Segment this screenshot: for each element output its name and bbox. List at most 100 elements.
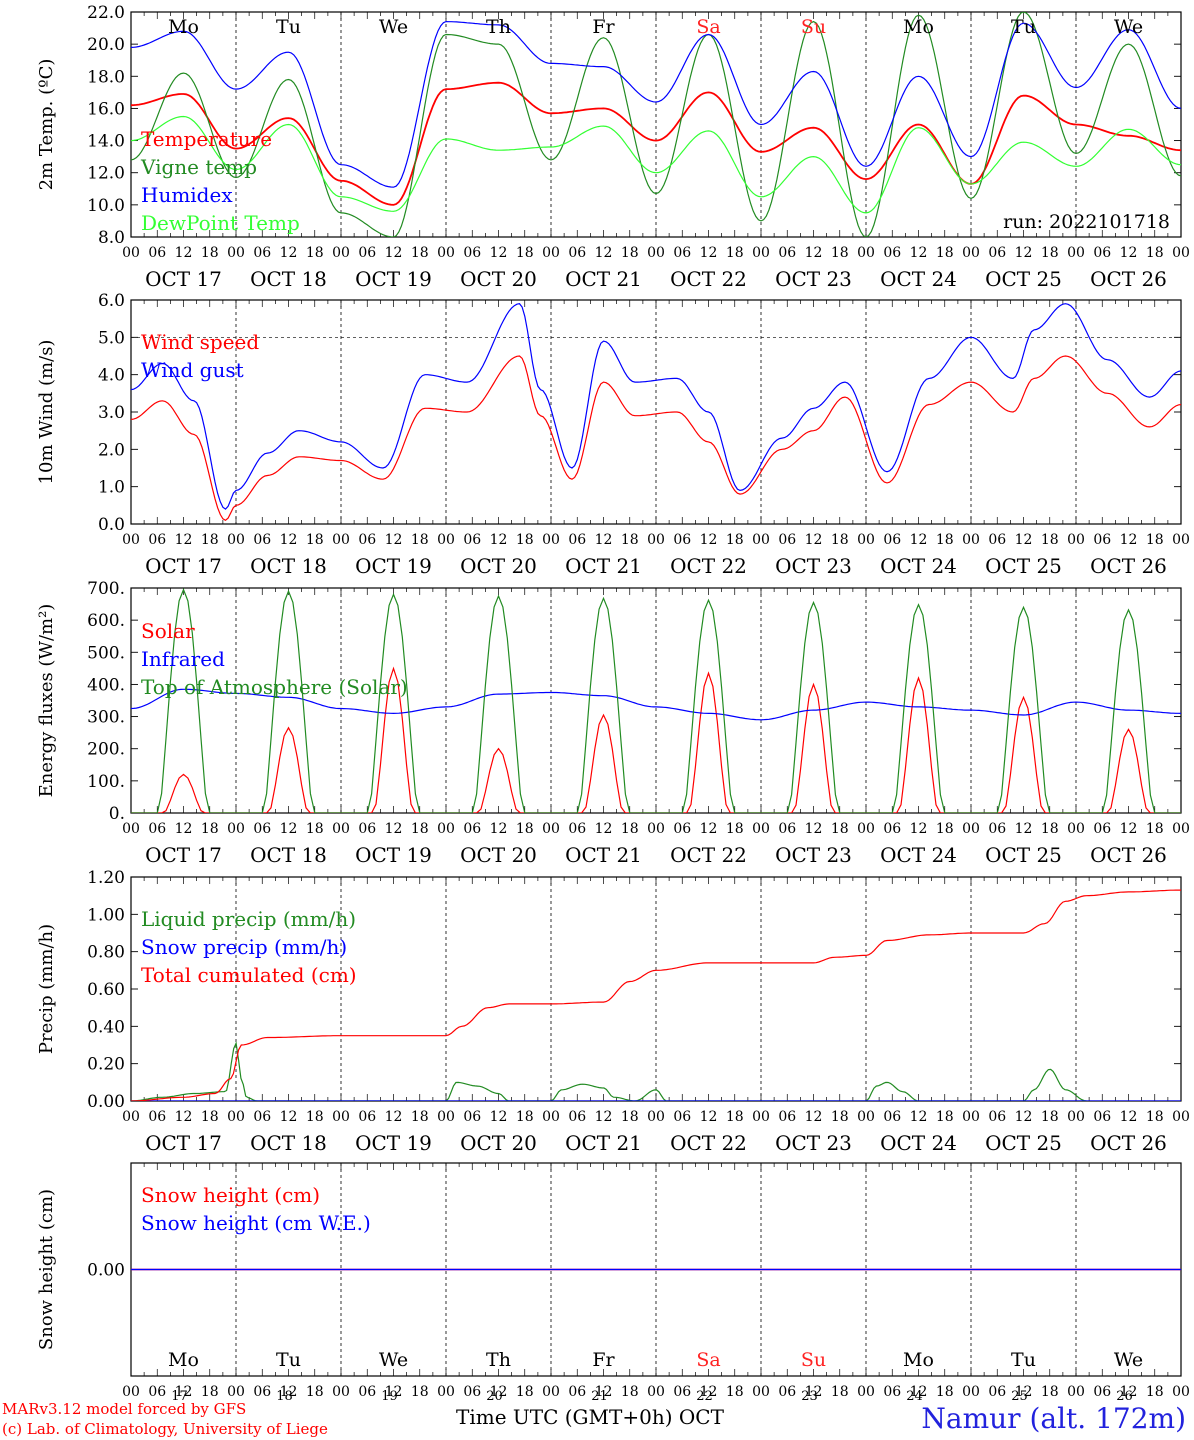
series-line-2 (131, 20, 1181, 188)
hour-tick-label: 18 (621, 821, 639, 837)
date-label: OCT 22 (670, 554, 747, 578)
hour-tick-label: 06 (568, 245, 586, 261)
date-label: OCT 26 (1090, 843, 1167, 867)
date-label: OCT 17 (145, 267, 222, 291)
hour-tick-label: 06 (883, 532, 901, 548)
hour-tick-label: 18 (831, 1384, 849, 1400)
y-tick-label: 300. (87, 708, 125, 728)
hour-tick-label: 06 (148, 1109, 166, 1125)
date-label: OCT 23 (775, 554, 852, 578)
hour-tick-label: 12 (490, 821, 508, 837)
hour-tick-label: 18 (936, 245, 954, 261)
hour-tick-label: 18 (621, 532, 639, 548)
hour-tick-label: 00 (962, 245, 980, 261)
hour-tick-label: 12 (175, 532, 193, 548)
hour-tick-label: 12 (700, 821, 718, 837)
hour-tick-label: 06 (673, 532, 691, 548)
hour-tick-label: 18 (726, 532, 744, 548)
hour-tick-label: 06 (988, 1109, 1006, 1125)
day-number-label: 21 (591, 1389, 608, 1404)
hour-tick-label: 18 (306, 1109, 324, 1125)
y-tick-label: 1.20 (87, 868, 125, 888)
date-label: OCT 23 (775, 843, 852, 867)
legend-entry: DewPoint Temp (141, 211, 300, 235)
day-number-label: 20 (486, 1389, 503, 1404)
hour-tick-label: 06 (883, 1384, 901, 1400)
hour-tick-label: 12 (700, 532, 718, 548)
y-tick-label: 0.00 (87, 1092, 125, 1112)
hour-tick-label: 06 (463, 532, 481, 548)
hour-tick-label: 00 (1172, 532, 1190, 548)
day-name-label: Su (801, 1349, 826, 1371)
hour-tick-label: 18 (201, 1384, 219, 1400)
day-name-label: We (379, 1349, 408, 1371)
panel-wind: 0.0 1.0 2.0 3.0 4.0 5.0 6.0 10m Wind (m/s) Wind … (36, 291, 1190, 578)
hour-tick-label: 06 (253, 245, 271, 261)
day-name-label: Fr (592, 16, 615, 38)
hour-tick-label: 12 (1120, 1109, 1138, 1125)
day-number-label: 23 (801, 1389, 818, 1404)
day-number-label: 24 (906, 1389, 923, 1404)
hour-tick-label: 06 (463, 1109, 481, 1125)
hour-tick-label: 00 (122, 821, 140, 837)
hour-tick-label: 00 (437, 245, 455, 261)
series-group (131, 588, 1181, 813)
day-name-label: Tu (276, 16, 301, 38)
hour-tick-label: 06 (568, 1109, 586, 1125)
y-tick-label: 16.0 (87, 99, 125, 119)
hour-tick-label: 00 (752, 821, 770, 837)
date-label: OCT 20 (460, 554, 537, 578)
hour-tick-label: 06 (988, 821, 1006, 837)
date-label: OCT 19 (355, 554, 432, 578)
y-axis-label: 10m Wind (m/s) (36, 340, 57, 485)
legend-entry: Top of Atmosphere (Solar) (141, 675, 408, 699)
hour-tick-label: 12 (595, 532, 613, 548)
hour-tick-label: 12 (910, 532, 928, 548)
hour-tick-label: 12 (910, 245, 928, 261)
hour-tick-label: 12 (700, 1109, 718, 1125)
hour-tick-label: 00 (647, 821, 665, 837)
day-name-label: Mo (903, 16, 934, 38)
hour-tick-label: 18 (516, 821, 534, 837)
hour-tick-label: 00 (752, 1384, 770, 1400)
hour-tick-label: 12 (595, 1109, 613, 1125)
hour-tick-label: 18 (516, 532, 534, 548)
hour-tick-label: 06 (148, 532, 166, 548)
hour-tick-label: 00 (227, 245, 245, 261)
date-label: OCT 26 (1090, 554, 1167, 578)
hour-tick-label: 06 (988, 532, 1006, 548)
hour-tick-label: 12 (805, 1109, 823, 1125)
day-name-label: We (1114, 1349, 1143, 1371)
hour-tick-label: 12 (700, 1384, 718, 1400)
hour-tick-label: 06 (358, 245, 376, 261)
hour-tick-label: 12 (385, 245, 403, 261)
hour-tick-label: 06 (253, 1109, 271, 1125)
hour-tick-label: 12 (1120, 532, 1138, 548)
hour-tick-label: 12 (175, 821, 193, 837)
hour-tick-label: 12 (805, 245, 823, 261)
hour-tick-label: 00 (1067, 532, 1085, 548)
hour-tick-label: 18 (516, 1109, 534, 1125)
panel-energy: 0. 100. 200. 300. 400. 500. 600. 700. Energy flu… (36, 579, 1190, 867)
hour-tick-label: 12 (805, 821, 823, 837)
date-label: OCT 20 (460, 843, 537, 867)
hour-tick-label: 12 (595, 821, 613, 837)
date-label: OCT 22 (670, 843, 747, 867)
hour-tick-label: 12 (910, 821, 928, 837)
hour-tick-label: 00 (1172, 1384, 1190, 1400)
hour-tick-label: 18 (411, 1109, 429, 1125)
series-group (131, 303, 1181, 522)
hour-tick-label: 18 (831, 532, 849, 548)
day-name-label: Su (801, 16, 826, 38)
day-number-label: 19 (381, 1389, 398, 1404)
y-tick-label: 1.00 (87, 905, 125, 925)
day-number-label: 17 (171, 1389, 188, 1404)
hour-tick-label: 00 (122, 532, 140, 548)
hour-tick-label: 12 (385, 821, 403, 837)
hour-tick-label: 18 (621, 1384, 639, 1400)
hour-tick-label: 06 (568, 821, 586, 837)
hour-tick-label: 06 (253, 1384, 271, 1400)
hour-tick-label: 00 (647, 1109, 665, 1125)
hour-tick-label: 18 (726, 245, 744, 261)
hour-tick-label: 18 (411, 245, 429, 261)
